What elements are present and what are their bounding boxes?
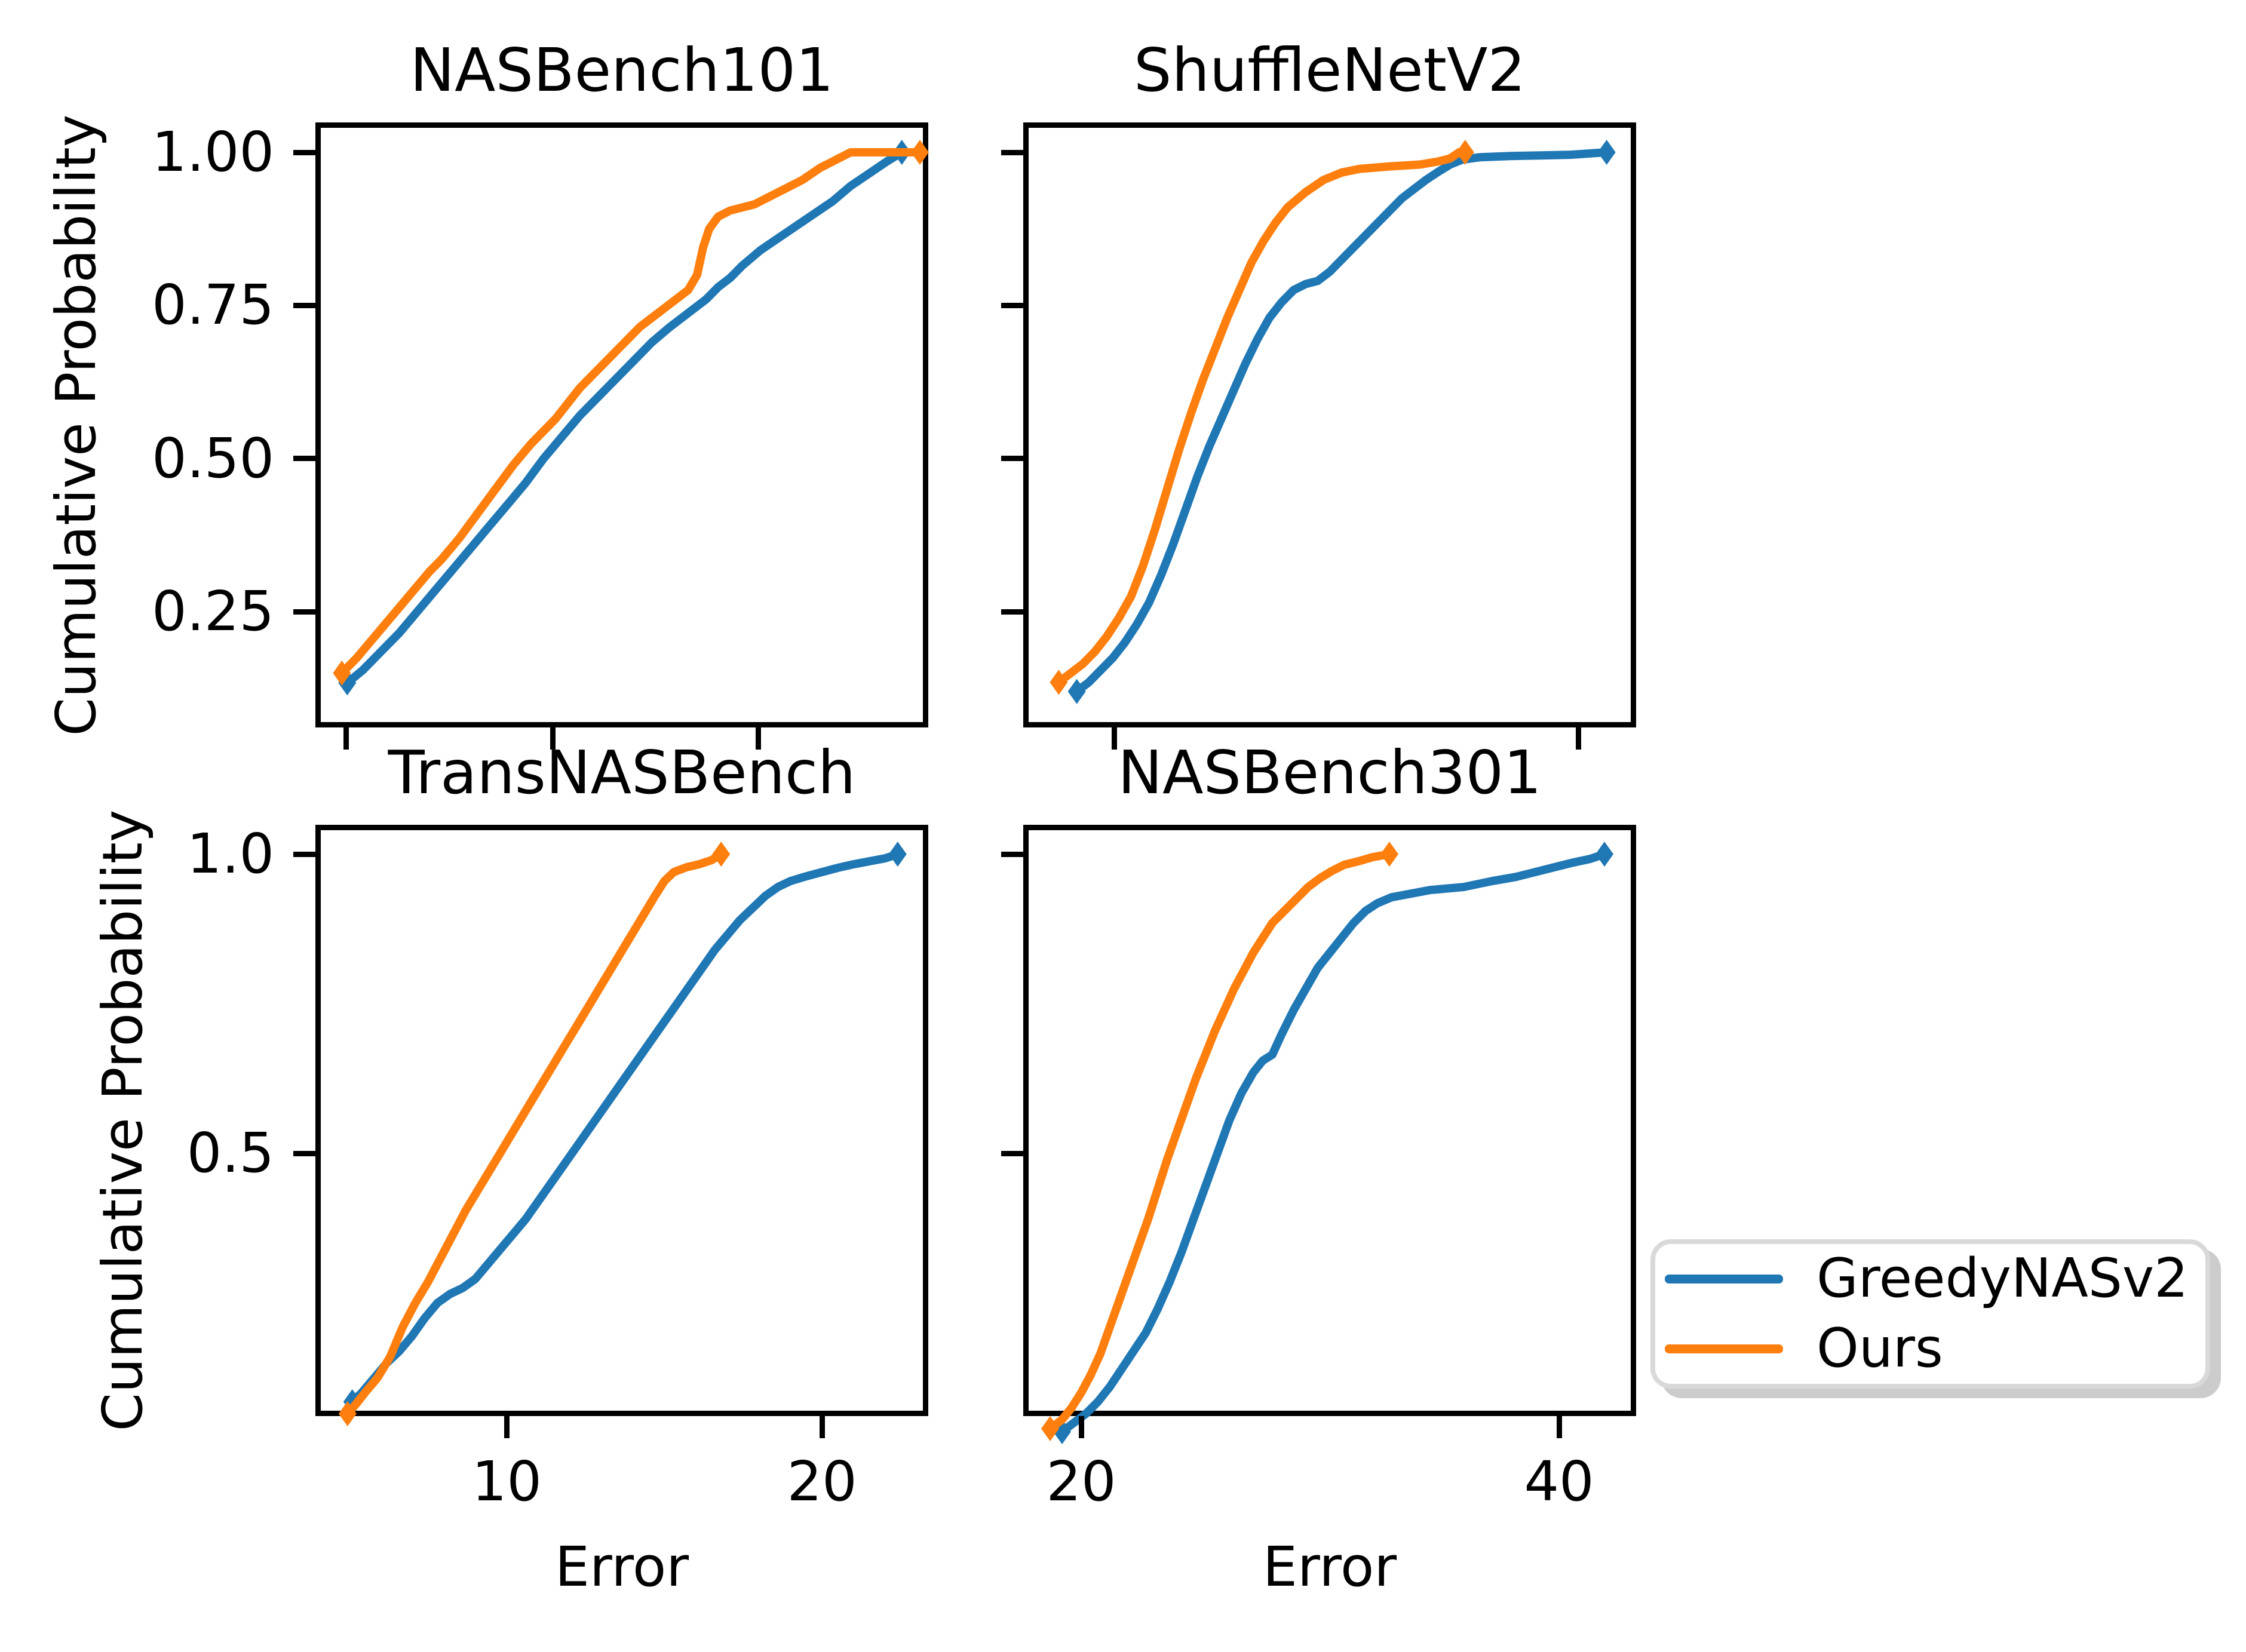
legend-item-ours: Ours — [1665, 1321, 2205, 1377]
series-line-greedynasv2 — [343, 148, 906, 687]
x-axis-label-error-right: Error — [1262, 1535, 1397, 1599]
x-tick — [1556, 1416, 1562, 1438]
series-endpoint-marker-greedynasv2 — [888, 842, 907, 867]
series-line-ours — [343, 850, 726, 1418]
plot-canvas-nasbench301 — [1041, 842, 1613, 1445]
y-tick — [1001, 302, 1023, 308]
series-endpoint-marker-greedynasv2 — [1597, 140, 1616, 165]
x-tick-label: 40 — [1524, 1450, 1594, 1513]
y-tick-label: 0.5 — [186, 1121, 274, 1186]
subplot-nasbench101: NASBench101 Cumulative Probability 1.00 0… — [44, 37, 929, 750]
y-tick — [293, 1150, 315, 1156]
legend-label-ours: Ours — [1817, 1317, 1943, 1380]
plot-canvas-transnasbench — [338, 842, 907, 1427]
series-endpoint-marker-greedynasv2 — [1595, 842, 1613, 867]
x-tick — [1111, 727, 1117, 750]
x-tick — [1078, 1416, 1084, 1438]
y-axis-label-top-row: Cumulative Probability — [44, 114, 108, 736]
x-axis-label-error-left: Error — [554, 1535, 689, 1599]
subplot-transnasbench: TransNASBench Cumulative Probability Err… — [91, 739, 928, 1597]
series-line-ours — [1054, 148, 1469, 687]
series-endpoint-marker-greedynasv2 — [1067, 678, 1086, 704]
subplot-nasbench301: NASBench301 Error 20 40 — [1001, 739, 1636, 1597]
x-tick — [756, 727, 762, 750]
y-tick — [293, 149, 315, 155]
y-axis-label-bottom-row: Cumulative Probability — [91, 809, 155, 1432]
y-tick — [1001, 1150, 1023, 1156]
series-line-greedynasv2 — [348, 850, 902, 1406]
series-endpoint-marker-ours — [712, 842, 731, 867]
plot-canvas-nasbench101 — [333, 140, 929, 696]
x-tick — [1575, 727, 1581, 750]
y-tick — [293, 302, 315, 308]
y-tick — [293, 609, 315, 615]
y-tick — [1001, 456, 1023, 462]
y-tick-label: 1.00 — [152, 120, 274, 185]
series-endpoint-marker-ours — [910, 140, 929, 165]
y-tick — [1001, 149, 1023, 155]
y-tick-label: 0.25 — [152, 579, 274, 644]
y-tick-label: 0.75 — [152, 273, 274, 337]
subplot-shufflenetv2: ShuffleNetV2 — [1001, 37, 1636, 750]
series-endpoint-marker-ours — [338, 1401, 357, 1427]
series-endpoint-marker-ours — [1050, 670, 1068, 695]
x-tick-label: 20 — [1046, 1450, 1116, 1513]
x-tick — [819, 1416, 825, 1438]
series-line-ours — [337, 148, 924, 677]
legend: GreedyNASv2 Ours — [1650, 1239, 2210, 1389]
series-endpoint-marker-ours — [333, 660, 351, 686]
x-tick-label: 10 — [471, 1450, 542, 1513]
y-tick-label: 1.0 — [186, 822, 274, 886]
legend-label-greedynasv2: GreedyNASv2 — [1817, 1247, 2189, 1310]
y-tick — [293, 456, 315, 462]
y-tick — [1001, 851, 1023, 857]
series-endpoint-marker-ours — [1456, 140, 1474, 165]
legend-line-ours — [1665, 1344, 1783, 1353]
subplot-title-nasbench101: NASBench101 — [410, 35, 834, 105]
y-tick-label: 0.50 — [152, 426, 274, 490]
series-line-ours — [1046, 850, 1394, 1433]
y-tick — [1001, 609, 1023, 615]
x-tick — [504, 1416, 510, 1438]
series-line-greedynasv2 — [1072, 148, 1611, 696]
series-endpoint-marker-ours — [1041, 1416, 1059, 1442]
x-tick — [343, 727, 349, 750]
series-endpoint-marker-ours — [1380, 842, 1398, 867]
legend-line-greedynasv2 — [1665, 1275, 1783, 1283]
subplot-title-nasbench301: NASBench301 — [1118, 738, 1542, 807]
plot-canvas-shufflenetv2 — [1050, 140, 1616, 704]
x-tick — [550, 727, 556, 750]
subplot-title-shufflenetv2: ShuffleNetV2 — [1133, 35, 1526, 105]
subplot-title-transnasbench: TransNASBench — [388, 738, 856, 807]
legend-item-greedynasv2: GreedyNASv2 — [1665, 1251, 2205, 1307]
y-tick — [293, 851, 315, 857]
series-line-greedynasv2 — [1058, 850, 1609, 1436]
x-tick-label: 20 — [787, 1450, 857, 1513]
